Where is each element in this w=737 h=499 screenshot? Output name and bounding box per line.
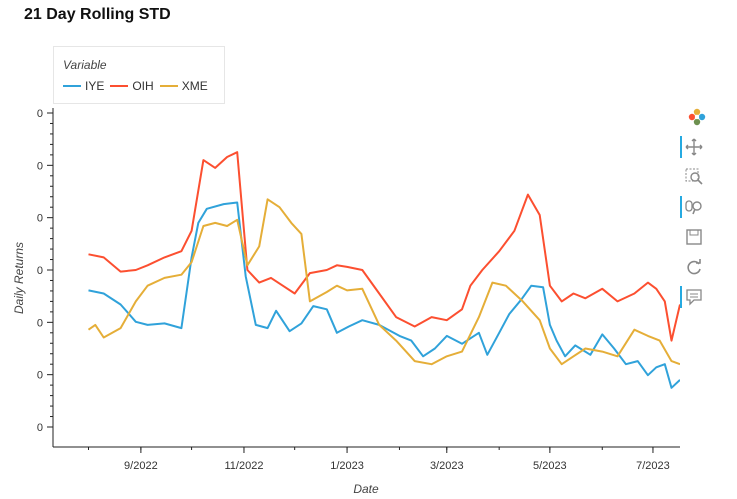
legend-title: Variable [63, 58, 107, 72]
x-tick-label: 3/2023 [430, 460, 464, 472]
legend-swatch-iye [63, 85, 81, 87]
legend-item-xme[interactable]: XME [159, 79, 208, 93]
legend-item-oih[interactable]: OIH [110, 79, 154, 93]
chart-plot[interactable]: 0 0 0 0 0 0 0 9/2022 11/2022 1/2023 3/2023 5/2023 7… [0, 0, 680, 499]
legend-label-iye: IYE [85, 79, 105, 93]
series-line-oih[interactable] [88, 151, 681, 342]
y-tick-label: 0 [37, 160, 43, 172]
x-tick-label: 5/2023 [533, 460, 567, 472]
legend-label-xme: XME [181, 79, 208, 93]
series-line-xme[interactable] [87, 198, 681, 366]
y-tick-label: 0 [37, 265, 43, 277]
box-zoom-icon[interactable] [680, 164, 708, 190]
y-axis-label: Daily Returns [12, 242, 26, 314]
y-ticks: 0 0 0 0 0 0 0 [37, 108, 53, 434]
legend-swatch-oih [110, 85, 129, 87]
y-tick-label: 0 [37, 370, 43, 382]
legend: Variable IYE OIH XME [53, 46, 225, 104]
wheel-zoom-icon[interactable] [680, 194, 708, 220]
y-tick-label: 0 [37, 108, 43, 120]
axes [52, 108, 680, 448]
legend-label-oih: OIH [132, 79, 154, 93]
y-tick-label: 0 [37, 213, 43, 225]
pan-icon[interactable] [680, 134, 708, 160]
x-ticks: 9/2022 11/2022 1/2023 3/2023 5/2023 7/2023 [87, 447, 670, 472]
x-tick-label: 9/2022 [124, 460, 158, 472]
series-line-iye[interactable] [88, 201, 681, 389]
legend-swatch-xme [159, 85, 178, 87]
reset-icon[interactable] [680, 254, 708, 280]
legend-item-iye[interactable]: IYE [63, 79, 104, 93]
y-tick-label: 0 [37, 317, 43, 329]
x-tick-label: 7/2023 [636, 460, 670, 472]
y-tick-label: 0 [37, 422, 43, 434]
x-axis-label: Date [353, 482, 379, 496]
x-tick-label: 11/2022 [224, 460, 263, 472]
save-icon[interactable] [680, 224, 708, 250]
hover-icon[interactable] [680, 284, 708, 310]
bokeh-logo-icon[interactable] [688, 108, 706, 126]
legend-items: IYE OIH XME [63, 79, 214, 93]
chart-title: 21 Day Rolling STD [24, 6, 171, 23]
series-lines [87, 151, 681, 389]
x-tick-label: 1/2023 [330, 460, 364, 472]
